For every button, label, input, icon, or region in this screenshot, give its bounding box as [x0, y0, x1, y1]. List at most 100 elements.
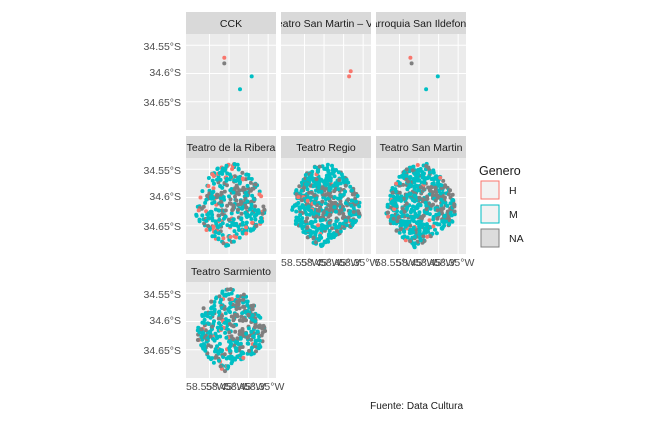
data-point [422, 178, 427, 183]
data-point [255, 329, 260, 334]
data-point [229, 211, 234, 216]
data-point [323, 183, 328, 188]
data-point [241, 304, 246, 309]
data-point [226, 355, 231, 360]
data-point [399, 223, 404, 227]
data-point [232, 162, 237, 167]
data-point [328, 186, 333, 191]
data-point [338, 199, 343, 204]
data-point [341, 211, 346, 216]
data-point [243, 309, 248, 314]
data-point [339, 194, 343, 199]
data-point [213, 349, 217, 354]
data-point [216, 231, 221, 236]
data-point [331, 183, 336, 188]
data-point [421, 197, 425, 202]
data-point [397, 181, 402, 186]
data-point [430, 190, 435, 195]
data-point [212, 234, 217, 238]
data-point [320, 199, 325, 204]
data-point [447, 188, 452, 193]
data-point [333, 232, 338, 237]
data-point [350, 222, 355, 227]
facet-strip-label: Teatro de la Ribera [187, 142, 276, 154]
facet-strip [376, 12, 466, 34]
data-point [205, 193, 210, 198]
data-point [388, 193, 393, 198]
facet-teatro-san-martin: Teatro San Martin [376, 136, 466, 254]
data-point [396, 215, 401, 220]
data-point [228, 301, 233, 306]
data-point [196, 208, 201, 213]
data-point [224, 243, 229, 248]
data-point [436, 180, 441, 185]
data-point [422, 187, 427, 192]
facet-strip-label: CCK [220, 18, 242, 30]
data-point [209, 306, 214, 311]
data-point [257, 189, 262, 194]
facet-panel [281, 34, 371, 130]
data-point [232, 229, 237, 234]
data-point [452, 204, 457, 209]
data-point [220, 212, 225, 216]
data-point [324, 192, 329, 197]
data-point [244, 205, 249, 210]
data-point [234, 232, 239, 237]
data-point [212, 181, 216, 186]
data-point [202, 317, 207, 322]
data-point [200, 189, 205, 194]
data-point [261, 204, 266, 209]
data-point [232, 221, 236, 226]
data-point [245, 299, 250, 304]
data-point [253, 322, 258, 327]
data-point [240, 329, 245, 333]
data-point [260, 219, 265, 224]
data-point [417, 221, 422, 226]
data-point [404, 167, 409, 172]
data-point [409, 207, 414, 212]
data-point [319, 189, 324, 194]
data-point [403, 222, 407, 227]
data-point [319, 227, 324, 232]
data-point [314, 196, 319, 201]
data-point [385, 210, 390, 215]
data-point [319, 178, 324, 182]
data-point [349, 218, 353, 223]
data-point [391, 216, 396, 221]
data-point [346, 197, 351, 202]
data-point [408, 239, 413, 244]
data-point [415, 170, 420, 175]
data-point [450, 219, 455, 224]
data-point [227, 322, 232, 326]
data-point [261, 324, 266, 329]
x-tick-label: 58.55°W [186, 381, 226, 393]
data-point [215, 177, 219, 182]
data-point [412, 193, 417, 198]
data-point [215, 224, 220, 229]
data-point [445, 203, 450, 208]
data-point [325, 224, 330, 229]
data-point [231, 203, 236, 208]
data-point [348, 184, 353, 189]
data-point [410, 168, 415, 173]
data-point [351, 209, 356, 214]
data-point [357, 214, 361, 219]
data-point [234, 183, 239, 188]
x-axis-panel-regio: 58.55°W 58.45°W 58.45°W 58.35°W [281, 257, 379, 269]
data-point [228, 188, 233, 193]
data-point [239, 217, 244, 222]
data-point [425, 234, 430, 239]
data-point [385, 204, 390, 209]
facet-teatro-de-la-ribera: Teatro de la Ribera [186, 136, 276, 254]
data-point [209, 299, 214, 304]
data-point [230, 167, 235, 171]
data-point [314, 240, 318, 245]
data-point [357, 204, 362, 209]
data-point [197, 217, 202, 222]
data-point [248, 207, 253, 212]
data-point [218, 364, 223, 369]
data-point [328, 212, 333, 217]
x-tick-label: 58.55°W [375, 257, 415, 269]
data-point [401, 182, 406, 187]
data-point [402, 209, 407, 214]
